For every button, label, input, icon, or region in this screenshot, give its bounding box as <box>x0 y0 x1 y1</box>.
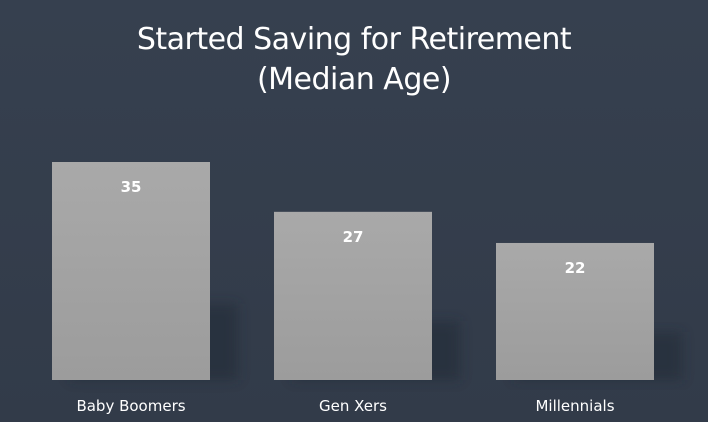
category-label: Gen Xers <box>319 397 387 415</box>
labels-group: 35 Baby Boomers 27 Gen Xers 22 Millennials <box>76 178 614 415</box>
data-label: 27 <box>343 228 364 246</box>
title-line-2: (Median Age) <box>256 62 452 97</box>
title-line-1: Started Saving for Retirement <box>136 22 572 57</box>
bar-gen-xers <box>274 211 432 380</box>
data-label: 22 <box>565 259 586 277</box>
category-label: Millennials <box>535 397 614 415</box>
category-label: Baby Boomers <box>76 397 185 415</box>
bars-group <box>52 162 682 380</box>
data-label: 35 <box>121 178 142 196</box>
bar-baby-boomers <box>52 162 210 380</box>
bar-millennials <box>496 242 654 380</box>
chart-title: Started Saving for Retirement (Median Ag… <box>0 20 708 100</box>
